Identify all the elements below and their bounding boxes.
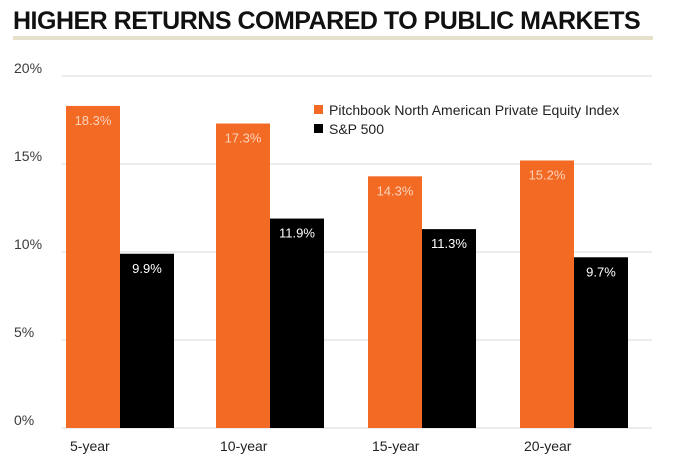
y-tick-label: 0% bbox=[14, 412, 34, 428]
bar-sp500 bbox=[422, 229, 476, 428]
x-tick-label: 10-year bbox=[220, 438, 268, 454]
bar-pe bbox=[368, 176, 422, 428]
title-underline bbox=[13, 36, 653, 40]
bar-label-pe: 15.2% bbox=[529, 167, 566, 182]
y-axis-tick-labels: 0% 5% 10% 15% 20% bbox=[14, 60, 42, 428]
legend: Pitchbook North American Private Equity … bbox=[314, 102, 619, 137]
x-tick-label: 15-year bbox=[372, 438, 420, 454]
y-tick-label: 5% bbox=[14, 324, 34, 340]
bar-label-pe: 18.3% bbox=[75, 113, 112, 128]
bar-label-sp500: 11.9% bbox=[279, 226, 315, 241]
bar-label-sp500: 11.3% bbox=[431, 236, 467, 251]
x-tick-label: 20-year bbox=[524, 438, 572, 454]
bar-pe bbox=[66, 105, 120, 429]
legend-label-sp500: S&P 500 bbox=[329, 121, 384, 137]
bar-label-pe: 14.3% bbox=[377, 183, 414, 198]
legend-label-pe: Pitchbook North American Private Equity … bbox=[329, 102, 619, 118]
bar-sp500 bbox=[120, 253, 174, 428]
y-tick-label: 15% bbox=[14, 148, 42, 164]
x-tick-label: 5-year bbox=[70, 438, 110, 454]
y-tick-label: 10% bbox=[14, 236, 42, 252]
y-tick-label: 20% bbox=[14, 60, 42, 76]
bar-pe bbox=[520, 160, 574, 429]
legend-swatch-pe bbox=[314, 105, 323, 114]
bar-sp500 bbox=[574, 257, 628, 428]
bar-sp500 bbox=[270, 218, 324, 428]
bar-value-labels: 18.3% 17.3% 14.3% 15.2% 9.9% 11.9% 11.3% 9.7% bbox=[75, 113, 617, 279]
bar-label-sp500: 9.7% bbox=[586, 264, 616, 279]
chart-title: HIGHER RETURNS COMPARED TO PUBLIC MARKET… bbox=[13, 7, 641, 35]
bar-pe bbox=[216, 123, 270, 429]
bars bbox=[66, 105, 628, 429]
x-axis-tick-labels: 5-year 10-year 15-year 20-year bbox=[70, 438, 572, 454]
legend-swatch-sp500 bbox=[314, 124, 323, 133]
bar-label-pe: 17.3% bbox=[225, 131, 262, 146]
bar-label-sp500: 9.9% bbox=[132, 261, 162, 276]
